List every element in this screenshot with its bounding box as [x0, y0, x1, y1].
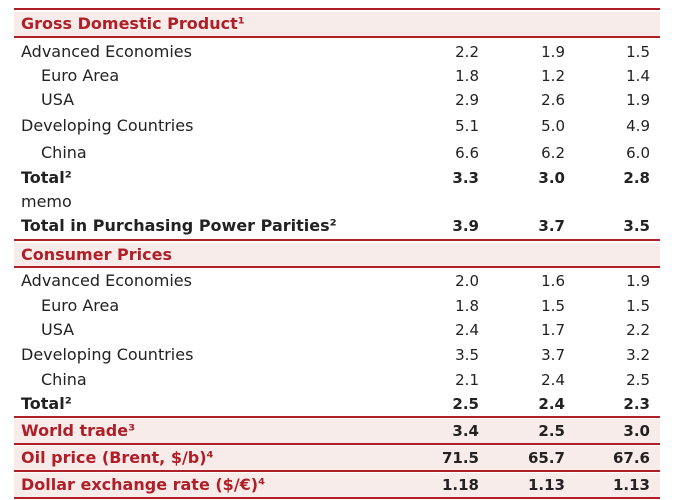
value-cell: 3.9 — [452, 217, 479, 235]
row-label: Developing Countries — [21, 116, 194, 135]
row-label: Euro Area — [41, 66, 120, 85]
value-cell: 1.8 — [455, 67, 479, 85]
value-cell: 1.2 — [541, 67, 565, 85]
value-cell: 1.9 — [626, 91, 650, 109]
world-trade-row: World trade³ 3.4 2.5 3.0 — [14, 419, 660, 443]
row-label: Euro Area — [41, 296, 120, 315]
value-cell: 2.4 — [455, 321, 479, 339]
value-cell: 2.5 — [626, 371, 650, 389]
value-cell: 3.4 — [452, 422, 479, 440]
value-cell: 3.7 — [538, 217, 565, 235]
value-cell: 1.13 — [527, 476, 565, 494]
value-cell: 71.5 — [441, 449, 479, 467]
value-cell: 2.1 — [455, 371, 479, 389]
value-cell: 6.2 — [541, 144, 565, 162]
table-row: China 6.6 6.2 6.0 — [14, 141, 660, 165]
value-cell: 1.18 — [441, 476, 479, 494]
row-label: China — [41, 143, 87, 162]
value-cell: 1.5 — [626, 43, 650, 61]
table-row: Euro Area 1.8 1.5 1.5 — [14, 294, 660, 318]
value-cell: 1.7 — [541, 321, 565, 339]
value-cell: 1.8 — [455, 297, 479, 315]
value-cell: 3.5 — [623, 217, 650, 235]
table-row: China 2.1 2.4 2.5 — [14, 368, 660, 392]
oil-price-row: Oil price (Brent, $/b)⁴ 71.5 65.7 67.6 — [14, 446, 660, 470]
cpi-section-title: Consumer Prices — [21, 245, 172, 264]
value-cell: 3.5 — [455, 346, 479, 364]
value-cell: 2.9 — [455, 91, 479, 109]
value-cell: 67.6 — [612, 449, 650, 467]
row-label: World trade³ — [21, 421, 136, 440]
row-label: USA — [41, 90, 75, 109]
gdp-section-title: Gross Domestic Product¹ — [21, 14, 245, 33]
value-cell: 1.6 — [541, 272, 565, 290]
table-row: USA 2.4 1.7 2.2 — [14, 318, 660, 342]
table-row: USA 2.9 2.6 1.9 — [14, 88, 660, 112]
table-row-total: Total² 3.3 3.0 2.8 — [14, 166, 660, 190]
table-row-memo: memo — [14, 190, 660, 214]
oil-price-rule — [14, 470, 660, 472]
value-cell: 2.4 — [538, 395, 565, 413]
value-cell: 1.5 — [626, 297, 650, 315]
value-cell: 65.7 — [527, 449, 565, 467]
value-cell: 2.3 — [623, 395, 650, 413]
table-row: Developing Countries 5.1 5.0 4.9 — [14, 114, 660, 138]
value-cell: 2.4 — [541, 371, 565, 389]
value-cell: 2.8 — [623, 169, 650, 187]
row-label: Total in Purchasing Power Parities² — [21, 216, 337, 235]
value-cell: 3.0 — [623, 422, 650, 440]
cpi-header-rule — [14, 266, 660, 268]
value-cell: 2.6 — [541, 91, 565, 109]
table-row-total-ppp: Total in Purchasing Power Parities² 3.9 … — [14, 214, 660, 238]
value-cell: 6.0 — [626, 144, 650, 162]
value-cell: 1.13 — [612, 476, 650, 494]
value-cell: 5.0 — [541, 117, 565, 135]
row-label: Advanced Economies — [21, 42, 192, 61]
value-cell: 1.9 — [626, 272, 650, 290]
value-cell: 3.2 — [626, 346, 650, 364]
value-cell: 2.5 — [452, 395, 479, 413]
value-cell: 1.4 — [626, 67, 650, 85]
cpi-section-header: Consumer Prices — [14, 243, 660, 267]
table-row: Developing Countries 3.5 3.7 3.2 — [14, 343, 660, 367]
value-cell: 5.1 — [455, 117, 479, 135]
row-label: Total² — [21, 394, 72, 413]
value-cell: 1.5 — [541, 297, 565, 315]
row-label: Oil price (Brent, $/b)⁴ — [21, 448, 214, 467]
table-row: Advanced Economies 2.0 1.6 1.9 — [14, 269, 660, 293]
gdp-section-header: Gross Domestic Product¹ — [14, 12, 660, 36]
value-cell: 3.7 — [541, 346, 565, 364]
row-label: Advanced Economies — [21, 271, 192, 290]
value-cell: 2.0 — [455, 272, 479, 290]
value-cell: 6.6 — [455, 144, 479, 162]
top-rule — [14, 8, 660, 10]
cpi-bottom-rule — [14, 416, 660, 418]
value-cell: 1.9 — [541, 43, 565, 61]
row-label: Dollar exchange rate ($/€)⁴ — [21, 475, 266, 494]
gdp-bottom-rule — [14, 239, 660, 241]
value-cell: 3.3 — [452, 169, 479, 187]
world-trade-rule — [14, 443, 660, 445]
value-cell: 2.2 — [455, 43, 479, 61]
value-cell: 2.2 — [626, 321, 650, 339]
bottom-rule — [14, 497, 660, 499]
gdp-header-rule — [14, 36, 660, 38]
row-label: memo — [21, 192, 72, 211]
value-cell: 2.5 — [538, 422, 565, 440]
value-cell: 3.0 — [538, 169, 565, 187]
row-label: USA — [41, 320, 75, 339]
table-row: Euro Area 1.8 1.2 1.4 — [14, 64, 660, 88]
row-label: China — [41, 370, 87, 389]
row-label: Total² — [21, 168, 72, 187]
table-row-total: Total² 2.5 2.4 2.3 — [14, 392, 660, 416]
fx-rate-row: Dollar exchange rate ($/€)⁴ 1.18 1.13 1.… — [14, 473, 660, 497]
row-label: Developing Countries — [21, 345, 194, 364]
value-cell: 4.9 — [626, 117, 650, 135]
table-row: Advanced Economies 2.2 1.9 1.5 — [14, 40, 660, 64]
